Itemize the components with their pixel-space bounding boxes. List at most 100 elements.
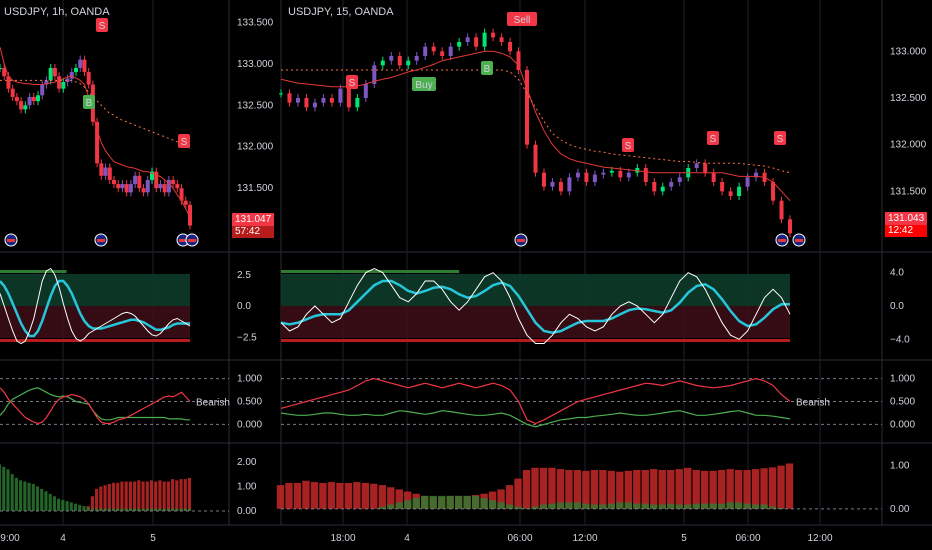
right-chart-title[interactable]: USDJPY, 15, OANDA [288,6,394,18]
left-osc-slow-line [0,279,190,338]
left-vol-red-35 [145,481,149,511]
right-vol-red-54 [734,469,743,509]
left-vol-red-28 [116,482,120,511]
left-candle-12 [48,67,53,81]
right-ratio-label: Bearish [796,398,830,409]
left-candle-17 [69,72,74,79]
left-vol-red-22 [90,496,94,511]
right-signal-6: S [777,134,784,145]
right-candle-26 [499,37,504,42]
event-flag-stripe-0 [7,239,15,242]
right-candle-31 [541,172,546,187]
right-candle-32 [550,182,555,187]
right-candle-44 [652,182,657,192]
left-candle-39 [162,184,167,193]
right-vol-green-26 [497,502,505,509]
right-candle-35 [575,172,580,178]
left-vol-green-22 [90,508,94,511]
left-vol-red-37 [154,481,158,511]
left-vol-red-41 [171,479,175,511]
left-candle-32 [133,175,138,185]
right-ratio-red-line [280,377,791,425]
left-vol-green-29 [120,508,124,511]
right-vol-red-36 [582,470,590,509]
left-countdown: 57:42 [232,226,275,238]
right-vol-green-34 [565,502,573,509]
left-vol-green-14 [57,498,61,511]
event-flag-stripe-6 [795,239,803,242]
right-vol-green-45 [658,504,666,509]
right-vol-red-40 [616,471,624,509]
event-flag-stripe-5 [778,239,786,242]
right-vol-red-39 [607,470,616,509]
right-signal-4-bg [622,138,634,152]
right-vol-red-4 [310,482,319,509]
left-candle-26 [107,167,112,180]
right-signal-0-bg [507,12,537,26]
left-candle-33 [137,175,142,189]
right-vol-green-42 [633,503,641,509]
left-vol-green-25 [103,508,107,511]
right-vol-green-13 [387,504,395,509]
event-flag-stripe-2 [179,239,187,242]
left-ratio-tick-1: 0.500 [237,397,262,408]
left-candle-23 [95,121,100,164]
right-signal-6-bg [774,131,786,145]
left-candle-40 [166,179,171,193]
right-candle-30 [533,144,538,173]
left-vol-red-40 [166,481,170,511]
left-vol-red-23 [95,488,99,511]
right-price-tick-2: 132.000 [890,140,927,151]
right-vol-red-30 [531,467,539,509]
right-candle-49 [694,163,699,168]
right-vol-green-54 [734,502,743,509]
left-candle-30 [124,184,129,193]
right-osc-fast-line [280,267,791,344]
left-vol-red-44 [183,479,187,511]
right-signal-0: Sell [514,15,531,26]
right-vol-green-15 [404,500,412,509]
right-vol-green-46 [667,503,675,509]
right-vol-green-28 [514,506,522,509]
right-osc-bottom-bar [281,339,790,342]
left-candle-25 [103,167,108,176]
right-candle-34 [567,177,572,192]
right-candle-4 [312,102,317,108]
left-signal-1: B [86,98,93,109]
right-candle-14 [397,56,402,66]
left-ma-slow [0,79,191,149]
left-osc-fast-line [0,267,191,345]
right-candle-20 [448,46,453,56]
left-candle-44 [183,200,188,205]
right-vol-green-17 [421,495,429,509]
right-osc-top-bar [281,270,460,273]
left-chart-title[interactable]: USDJPY, 1h, OANDA [4,6,110,18]
left-candle-15 [61,82,66,89]
right-vol-green-32 [548,503,556,509]
right-vol-green-37 [590,504,599,509]
left-candle-0 [0,67,2,69]
right-vol-green-23 [471,495,480,509]
left-vol-green-44 [183,508,187,511]
right-vol-red-42 [633,469,641,509]
left-candle-6 [23,105,28,110]
right-price-tick-0: 133.000 [890,46,927,57]
right-candle-27 [508,42,513,52]
right-vol-green-21 [454,495,463,509]
left-vol-red-34 [141,481,145,511]
right-vol-red-45 [658,469,666,509]
right-candle-2 [295,98,300,103]
right-candle-9 [355,98,360,108]
right-vol-green-53 [726,502,734,509]
left-vol-tick-2: 0.00 [237,506,257,517]
left-vol-green-16 [65,501,69,511]
right-candle-39 [609,170,614,173]
right-last-price-badge: 131.043 12:42 [885,212,928,237]
left-ratio-tick-0: 1.000 [237,374,262,385]
left-vol-green-34 [141,508,145,511]
left-vol-red-33 [137,480,141,511]
right-vol-green-16 [412,498,420,509]
left-vol-green-13 [52,496,56,511]
right-candle-56 [754,172,759,178]
